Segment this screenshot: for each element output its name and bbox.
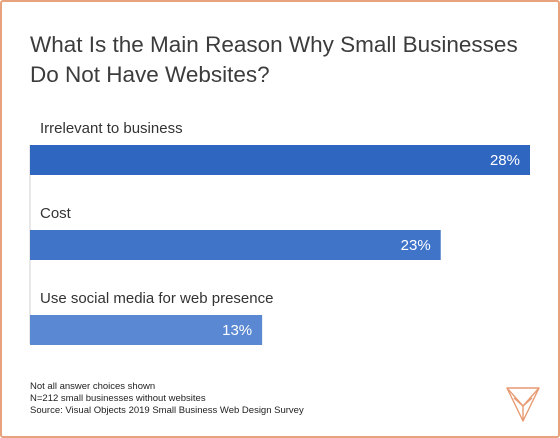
footnotes: Not all answer choices shown N=212 small… — [30, 381, 304, 417]
footnote-source: Source: Visual Objects 2019 Small Busine… — [30, 405, 304, 416]
category-label: Cost — [40, 205, 72, 222]
value-label: 28% — [490, 152, 520, 169]
category-label: Use social media for web presence — [40, 290, 273, 307]
chart-title: What Is the Main Reason Why Small Busine… — [30, 32, 518, 87]
bar — [30, 145, 530, 175]
category-label: Irrelevant to business — [40, 120, 183, 137]
value-label: 23% — [401, 237, 431, 254]
bars-group: Irrelevant to business 28% Cost 23% Use soci… — [30, 120, 530, 345]
bar — [30, 230, 441, 260]
footnote-sample-size: N=212 small businesses without websites — [30, 393, 206, 404]
visual-objects-logo-icon — [506, 387, 540, 422]
footnote-answer-choices: Not all answer choices shown — [30, 381, 156, 392]
bar — [30, 315, 263, 345]
value-label: 13% — [222, 322, 252, 339]
